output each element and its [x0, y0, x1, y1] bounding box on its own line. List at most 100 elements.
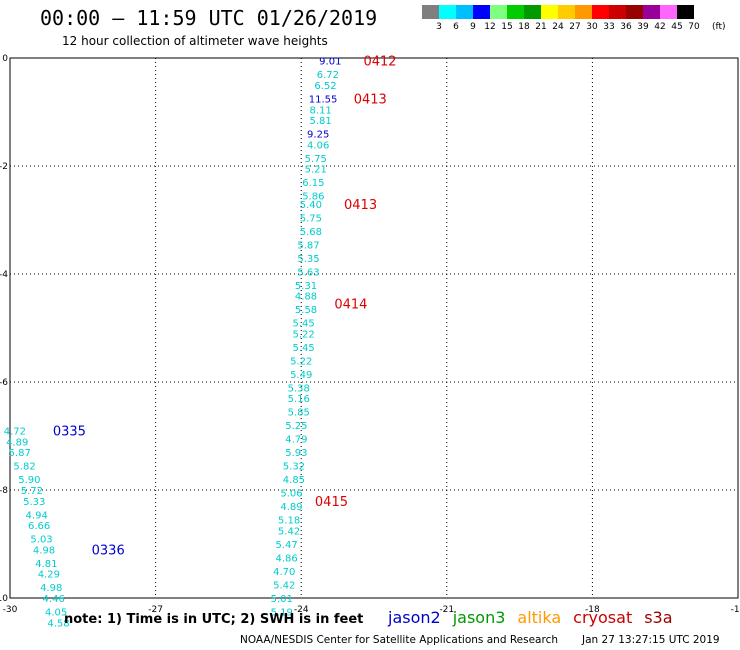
color-scale-tick-label: 15: [501, 22, 513, 32]
color-scale-swatch: [524, 5, 541, 19]
swh-value-label: 5.63: [297, 267, 319, 278]
color-scale-swatch: [490, 5, 507, 19]
swh-value-label: 5.45: [292, 319, 314, 330]
swh-value-label: 4.98: [40, 583, 62, 594]
swh-value-label: 5.21: [305, 165, 327, 176]
swh-value-label: 4.88: [295, 292, 317, 303]
color-scale-swatch: [541, 5, 558, 19]
swh-value-label: 6.72: [317, 70, 339, 81]
swh-value-label: 5.16: [288, 394, 310, 405]
swh-value-label: 11.55: [309, 95, 338, 106]
swh-value-label: 5.87: [297, 240, 319, 251]
y-tick-label: -4: [0, 270, 8, 280]
swh-value-label: 5.42: [278, 527, 300, 538]
color-scale-swatch: [422, 5, 439, 19]
color-scale-tick-label: 42: [654, 22, 666, 32]
x-tick-label: -24: [294, 605, 309, 615]
footer-note: note: 1) Time is in UTC; 2) SWH is in fe…: [64, 612, 364, 627]
swh-value-label: 6.66: [28, 521, 50, 532]
swh-value-label: 5.01: [271, 594, 293, 605]
color-scale-tick-label: 30: [586, 22, 598, 32]
color-scale-swatch: [456, 5, 473, 19]
legend-entry: jason3: [452, 608, 506, 627]
color-scale-tick-label: 45: [671, 22, 683, 32]
color-scale-swatch: [575, 5, 592, 19]
pass-number-label: 0413: [354, 93, 387, 108]
swh-value-label: 5.31: [295, 281, 317, 292]
swh-value-label: 6.52: [314, 81, 336, 92]
swh-value-label: 9.25: [307, 130, 329, 141]
swh-value-label: 6.15: [302, 178, 324, 189]
plot-frame: [9, 57, 739, 599]
swh-value-label: 5.90: [18, 475, 40, 486]
chart-subtitle: 12 hour collection of altimeter wave hei…: [62, 34, 328, 48]
swh-value-label: 5.72: [21, 486, 43, 497]
x-tick-label: -15: [731, 605, 740, 615]
swh-value-label: 5.32: [283, 462, 305, 473]
swh-value-label: 5.75: [300, 213, 322, 224]
footer-credit: NOAA/NESDIS Center for Satellite Applica…: [240, 634, 558, 646]
pass-number-label: 0414: [334, 298, 367, 313]
color-scale-swatch: [592, 5, 609, 19]
color-scale-tick-label: 18: [518, 22, 530, 32]
swh-value-label: 4.81: [35, 559, 57, 570]
swh-value-label: 5.58: [295, 305, 317, 316]
legend-entry: jason2: [388, 608, 441, 627]
footer-timestamp: Jan 27 13:27:15 UTC 2019: [582, 634, 720, 646]
x-tick-label: -30: [3, 605, 18, 615]
pass-number-label: 0415: [315, 495, 348, 510]
color-scale-tick-label: 6: [453, 22, 459, 32]
swh-value-label: 4.89: [280, 502, 302, 513]
pass-number-label: 0412: [363, 55, 396, 70]
pass-number-label: 0335: [53, 425, 86, 440]
color-scale-tick-label: 70: [688, 22, 700, 32]
legend-entry: cryosat: [573, 608, 633, 627]
y-tick-label: -10: [0, 594, 8, 604]
swh-value-label: 5.81: [309, 116, 331, 127]
swh-value-label: 4.29: [38, 570, 60, 581]
x-tick-label: -27: [148, 605, 163, 615]
color-scale-unit: (ft): [712, 22, 726, 32]
swh-value-label: 4.58: [47, 618, 69, 629]
color-scale-tick-label: 33: [603, 22, 615, 32]
swh-value-label: 4.06: [307, 140, 329, 151]
swh-value-label: 5.47: [276, 540, 298, 551]
swh-value-label: 5.86: [302, 192, 324, 203]
legend-entry: altika: [517, 608, 562, 627]
y-tick-label: -6: [0, 378, 8, 388]
x-tick-label: -21: [439, 605, 454, 615]
swh-value-label: 5.18: [278, 516, 300, 527]
swh-value-label: 5.38: [288, 383, 310, 394]
color-scale-swatch: [558, 5, 575, 19]
color-scale-swatch: [473, 5, 490, 19]
color-scale-swatch: [643, 5, 660, 19]
swh-value-label: 4.05: [45, 608, 67, 619]
swh-value-label: 4.94: [26, 510, 48, 521]
swh-value-label: 5.25: [285, 421, 307, 432]
swh-value-label: 4.85: [283, 475, 305, 486]
y-tick-label: -8: [0, 486, 8, 496]
legend-entry: s3a: [644, 608, 673, 627]
pass-number-label: 0413: [344, 198, 377, 213]
color-scale-swatch: [439, 5, 456, 19]
swh-value-label: 4.72: [4, 427, 26, 438]
color-scale-tick-label: 27: [569, 22, 581, 32]
color-scale-tick-label: 12: [484, 22, 496, 32]
swh-value-label: 5.19: [271, 608, 293, 619]
swh-value-label: 5.42: [273, 581, 295, 592]
swh-value-label: 5.82: [13, 462, 35, 473]
color-scale-swatch: [660, 5, 677, 19]
y-tick-label: -2: [0, 162, 8, 172]
swh-value-label: 5.75: [305, 154, 327, 165]
x-tick-label: -18: [585, 605, 600, 615]
swh-value-label: 5.87: [9, 448, 31, 459]
swh-value-label: 5.35: [297, 254, 319, 265]
swh-value-label: 4.86: [276, 554, 298, 565]
color-scale-tick-label: 24: [552, 22, 564, 32]
pass-number-label: 0336: [92, 543, 125, 558]
color-scale-tick-label: 39: [637, 22, 649, 32]
swh-value-label: 5.68: [300, 227, 322, 238]
chart-title: 00:00 — 11:59 UTC 01/26/2019: [40, 6, 378, 30]
